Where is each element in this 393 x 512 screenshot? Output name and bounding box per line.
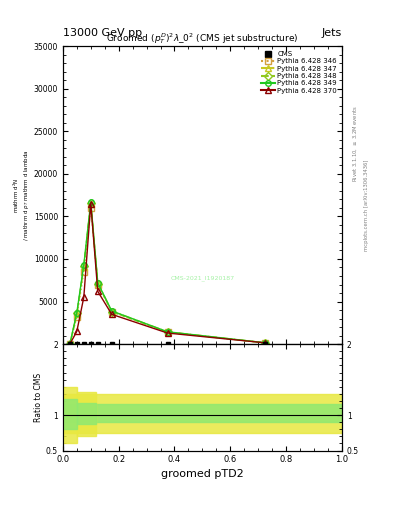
- Text: Rivet 3.1.10, $\geq$ 3.2M events: Rivet 3.1.10, $\geq$ 3.2M events: [352, 105, 359, 182]
- Bar: [63, 399, 77, 429]
- Text: mcplots.cern.ch [arXiv:1306.3436]: mcplots.cern.ch [arXiv:1306.3436]: [364, 159, 369, 250]
- Bar: [77, 403, 96, 423]
- Bar: [63, 394, 342, 433]
- Bar: [63, 387, 77, 443]
- Bar: [77, 392, 96, 436]
- Bar: [63, 404, 342, 422]
- Text: CMS-2021_I1920187: CMS-2021_I1920187: [170, 275, 235, 282]
- X-axis label: groomed pTD2: groomed pTD2: [161, 468, 244, 479]
- Text: Jets: Jets: [321, 28, 342, 38]
- Title: Groomed $(p_T^D)^2\lambda\_0^2$ (CMS jet substructure): Groomed $(p_T^D)^2\lambda\_0^2$ (CMS jet…: [106, 31, 299, 46]
- Text: 13000 GeV pp: 13000 GeV pp: [63, 28, 142, 38]
- Y-axis label: mathrm d$^2$N
/ mathrm d $p_T$ mathrm d lambda: mathrm d$^2$N / mathrm d $p_T$ mathrm d …: [11, 150, 31, 241]
- Legend: CMS, Pythia 6.428 346, Pythia 6.428 347, Pythia 6.428 348, Pythia 6.428 349, Pyt: CMS, Pythia 6.428 346, Pythia 6.428 347,…: [259, 50, 338, 95]
- Y-axis label: Ratio to CMS: Ratio to CMS: [34, 373, 43, 422]
